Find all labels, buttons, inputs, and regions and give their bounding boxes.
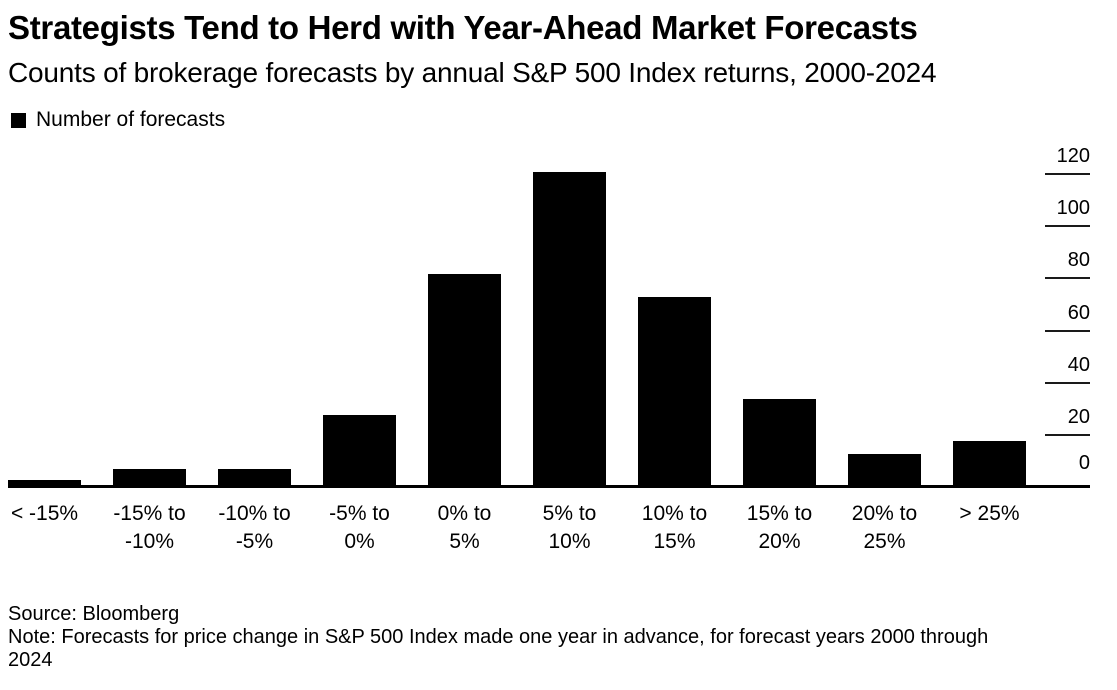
bar--5% to 0%: [323, 415, 396, 485]
y-tick-label-120: 120: [1056, 145, 1090, 167]
legend-swatch-icon: [11, 112, 26, 128]
bar-0% to 5%: [428, 274, 501, 485]
bar--15% to -10%: [113, 469, 186, 485]
bar-chart: 0 20 40 60 80 100 120 < -15% -15% to -10% -10% to…: [8, 145, 1090, 560]
x-axis-label-< -15%: < -15%: [10, 502, 79, 525]
bar-5% to 10%: [533, 172, 606, 485]
bar-20% to 25%: [848, 454, 921, 485]
note-text: Note: Forecasts for price change in S&P …: [8, 626, 989, 671]
bar-< -15%: [8, 480, 81, 485]
y-tick-line-120: [1045, 173, 1090, 175]
bar--10% to -5%: [218, 469, 291, 485]
x-axis-label-0% to 5%: 0% to 5%: [437, 502, 492, 553]
y-tick-line-20: [1045, 433, 1090, 436]
plot-area: 0 20 40 60 80 100 120: [8, 145, 1090, 488]
bar-15% to 20%: [743, 399, 816, 485]
x-axis-label--5% to 0%: -5% to 0%: [329, 502, 390, 553]
bar-10% to 15%: [638, 297, 711, 485]
footer: Source: Bloomberg Note: Forecasts for pr…: [8, 603, 993, 672]
x-axis: < -15% -15% to -10% -10% to -5% -5% to 0% 0% to…: [8, 500, 1090, 560]
y-tick-line-80: [1045, 277, 1090, 280]
y-tick-label-80: 80: [1067, 249, 1090, 272]
legend-label: Number of forecasts: [36, 108, 226, 131]
bar-> 25%: [953, 441, 1026, 485]
y-tick-label-60: 60: [1067, 301, 1090, 324]
chart-title: Strategists Tend to Herd with Year-Ahead…: [8, 9, 918, 46]
y-tick-line-60: [1045, 329, 1090, 332]
x-axis-label-20% to 25%: 20% to 25%: [851, 502, 918, 553]
y-tick-label-20: 20: [1067, 405, 1090, 428]
x-axis-label-10% to 15%: 10% to 15%: [641, 502, 708, 553]
x-axis-label-> 25%: > 25%: [959, 502, 1020, 525]
y-tick-label-100: 100: [1056, 197, 1090, 220]
x-axis-label--15% to -10%: -15% to -10%: [113, 502, 186, 553]
x-axis-label--10% to -5%: -10% to -5%: [218, 502, 291, 553]
chart-subtitle: Counts of brokerage forecasts by annual …: [8, 57, 937, 88]
x-axis-label-15% to 20%: 15% to 20%: [746, 502, 813, 553]
y-tick-label-0: 0: [1078, 452, 1090, 474]
y-tick-line-100: [1045, 225, 1090, 228]
x-axis-label-5% to 10%: 5% to 10%: [542, 502, 597, 553]
y-tick-line-40: [1045, 381, 1090, 384]
y-tick-label-40: 40: [1067, 353, 1090, 376]
legend: Number of forecasts: [8, 109, 1109, 131]
source-text: Source: Bloomberg: [8, 603, 180, 625]
